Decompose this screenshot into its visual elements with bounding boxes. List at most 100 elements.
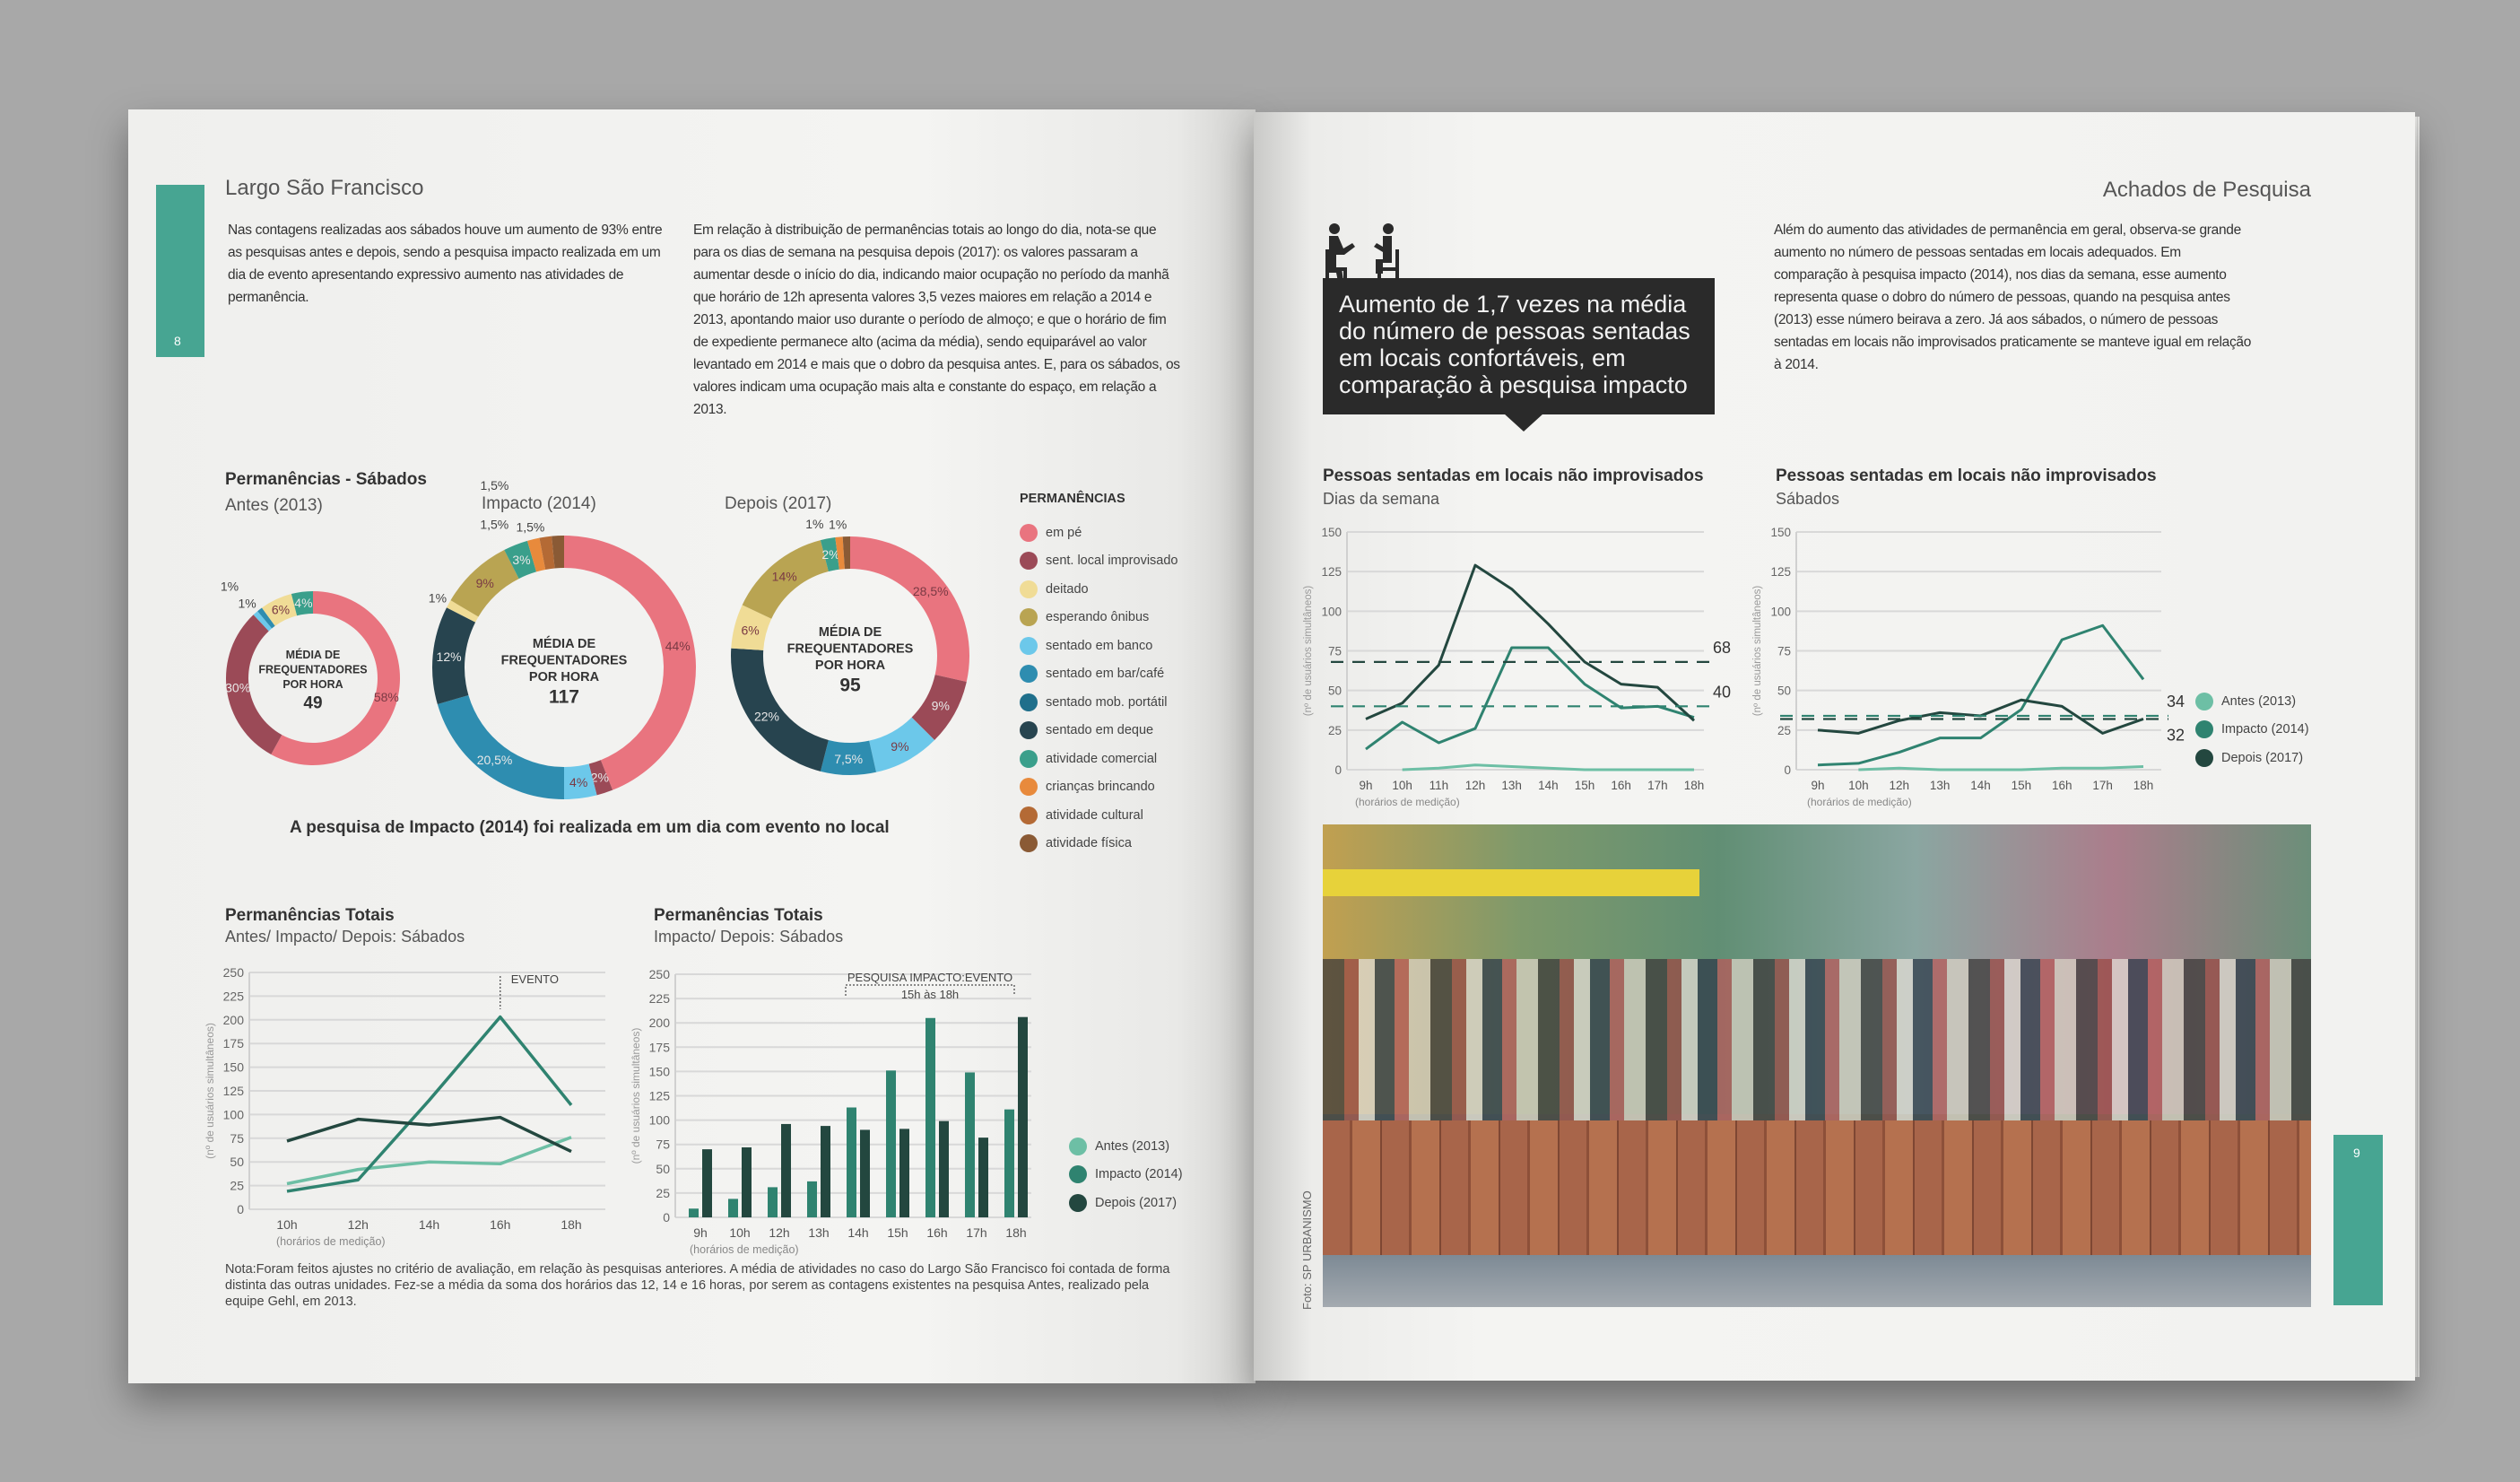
line-series — [286, 1015, 573, 1193]
legend-swatch — [1020, 608, 1038, 627]
legend-label: atividade cultural — [1046, 807, 1143, 823]
legend-label: Impacto (2014) — [2221, 722, 2309, 737]
y-tick-label: 175 — [649, 1040, 671, 1054]
bar — [781, 1123, 791, 1217]
y-tick-label: 75 — [1328, 645, 1342, 658]
x-tick-label: 12h — [1889, 779, 1909, 792]
y-tick-label: 200 — [223, 1013, 245, 1027]
legend-label: sentado mob. portátil — [1046, 694, 1168, 710]
legend-label: Antes (2013) — [1095, 1138, 1170, 1154]
series-legend-item: Impacto (2014) — [2195, 716, 2309, 745]
legend-label: deitado — [1046, 581, 1089, 597]
legend-swatch — [1020, 778, 1038, 797]
body-paragraph: Em relação à distribuição de permanência… — [693, 222, 1180, 417]
donut-slice — [504, 540, 537, 580]
y-tick-label: 100 — [1770, 605, 1791, 618]
donut-slice — [850, 536, 969, 683]
donut-slice-label: 6% — [272, 603, 290, 617]
donut-center-label: FREQUENTADORES — [501, 654, 628, 668]
donut-center-label: POR HORA — [815, 658, 886, 673]
y-tick-label: 125 — [223, 1084, 245, 1098]
street-scene-photo — [1323, 824, 2311, 1307]
x-tick-label: 14h — [1970, 779, 1991, 792]
legend-label: esperando ônibus — [1046, 610, 1150, 625]
bar — [768, 1187, 778, 1217]
y-tick-label: 150 — [223, 1060, 245, 1075]
x-axis-label: (horários de medição) — [276, 1235, 386, 1248]
page-number-right: 9 — [2353, 1146, 2360, 1160]
x-tick-label: 10h — [1392, 779, 1412, 792]
y-tick-label: 50 — [1777, 684, 1791, 698]
donut-slice-label: 1,5% — [480, 478, 508, 493]
y-tick-label: 175 — [223, 1036, 245, 1050]
x-tick-label: 9h — [1359, 779, 1372, 792]
x-tick-label: 17h — [966, 1225, 986, 1240]
body-paragraph-right: Além do aumento das atividades de perman… — [1774, 222, 2252, 372]
legend-label: atividade física — [1046, 836, 1132, 851]
bar — [1004, 1109, 1014, 1217]
donut-slice — [271, 591, 400, 765]
bar — [939, 1120, 949, 1217]
donut-slice-label: 9% — [891, 739, 908, 754]
donut-slice-label: 1,5% — [516, 519, 544, 534]
x-tick-label: 13h — [808, 1225, 829, 1240]
donut-slice-label: 6% — [741, 623, 759, 637]
y-tick-label: 200 — [649, 1016, 671, 1030]
series-legend-right: Antes (2013) Impacto (2014) Depois (2017) — [2195, 687, 2309, 772]
x-tick-label: 15h — [2012, 779, 2032, 792]
y-axis-label: (nº de usuários simultâneos) — [630, 1028, 642, 1164]
donut-slice — [261, 594, 298, 626]
bar — [742, 1146, 752, 1217]
callout-box: Aumento de 1,7 vezes na média do número … — [1323, 278, 1715, 414]
legend-label: sentado em bar/café — [1046, 667, 1165, 682]
donut-slice-label: 2% — [821, 547, 839, 562]
donut-slice-label: 9% — [932, 698, 950, 712]
y-tick-label: 250 — [223, 965, 245, 980]
category-legend-item: esperando ônibus — [1020, 604, 1178, 632]
donut-slice-label: 22% — [754, 710, 779, 724]
legend-swatch — [1020, 580, 1038, 598]
donut-slice-label: 30% — [225, 681, 250, 695]
y-tick-label: 25 — [1777, 724, 1791, 737]
category-legend-item: atividade física — [1020, 830, 1178, 859]
legend-swatch — [1020, 665, 1038, 684]
x-axis-label: (horários de medição) — [1355, 796, 1460, 808]
bar-chart-subtitle: Impacto/ Depois: Sábados — [654, 928, 844, 946]
line-series — [1402, 763, 1694, 772]
legend-swatch — [1020, 749, 1038, 768]
x-tick-label: 17h — [1647, 779, 1668, 792]
x-tick-label: 11h — [1429, 779, 1449, 792]
donut-slice-label: 1,5% — [480, 518, 508, 532]
category-legend-item: em pé — [1020, 519, 1178, 547]
saturday-chart-title: Pessoas sentadas em locais não improvisa… — [1776, 466, 2157, 485]
donut-section-title: Permanências - Sábados — [225, 470, 427, 489]
y-tick-label: 125 — [649, 1089, 671, 1103]
legend-swatch — [2195, 720, 2213, 739]
y-tick-label: 25 — [656, 1186, 670, 1200]
donut-slice-label: 12% — [437, 649, 462, 664]
series-legend-item: Antes (2013) — [1069, 1132, 1183, 1161]
donut-slice — [588, 760, 613, 796]
y-tick-label: 0 — [663, 1210, 670, 1225]
donut-slice — [450, 550, 519, 617]
x-tick-label: 18h — [1005, 1225, 1026, 1240]
bar — [925, 1017, 935, 1217]
donut-slice — [447, 600, 479, 623]
y-axis-label: (nº de usuários simultâneos) — [1752, 586, 1763, 717]
donut-center-label: POR HORA — [529, 670, 600, 684]
x-axis-label: (horários de medição) — [690, 1243, 799, 1256]
line-series — [1365, 563, 1696, 722]
category-legend: em pé sent. local improvisado deitado esper… — [1020, 519, 1178, 858]
x-tick-label: 15h — [887, 1225, 908, 1240]
donut-slice — [564, 536, 696, 790]
y-tick-label: 225 — [223, 989, 245, 1003]
series-legend-item: Antes (2013) — [2195, 687, 2309, 716]
donut-slice — [564, 763, 597, 799]
donut-depois-title: Depois (2017) — [725, 494, 832, 513]
donut-slice — [552, 536, 564, 569]
line-series — [1858, 764, 2144, 772]
donut-slice-label: 14% — [772, 569, 797, 583]
y-tick-label: 75 — [230, 1131, 244, 1146]
donut-center-value: 95 — [839, 676, 861, 696]
